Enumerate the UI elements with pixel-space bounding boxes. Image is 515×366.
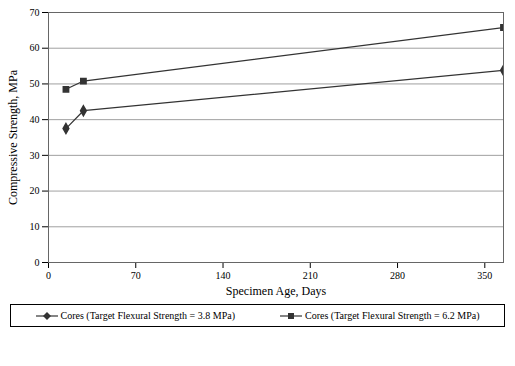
svg-text:40: 40 <box>30 114 40 125</box>
svg-text:280: 280 <box>390 270 405 281</box>
svg-text:140: 140 <box>216 270 231 281</box>
svg-text:20: 20 <box>30 185 40 196</box>
svg-text:70: 70 <box>131 270 141 281</box>
svg-text:350: 350 <box>477 270 492 281</box>
html-text:Cores (Target Flexural Strengt: Cores (Target Flexural Strength = 6.2 MP… <box>305 310 480 321</box>
svg-text:210: 210 <box>303 270 318 281</box>
svg-text:30: 30 <box>30 150 40 161</box>
svg-text:10: 10 <box>30 221 40 232</box>
svg-text:Specimen Age, Days: Specimen Age, Days <box>226 284 327 298</box>
svg-text:Compressive Strength, MPa: Compressive Strength, MPa <box>6 69 20 205</box>
svg-text:60: 60 <box>30 42 40 53</box>
svg-text:70: 70 <box>30 7 40 18</box>
svg-text:50: 50 <box>30 78 40 89</box>
html-text:Cores (Target Flexural Strengt: Cores (Target Flexural Strength = 3.8 MP… <box>60 310 235 321</box>
svg-text:0: 0 <box>46 270 51 281</box>
svg-text:0: 0 <box>35 257 40 268</box>
